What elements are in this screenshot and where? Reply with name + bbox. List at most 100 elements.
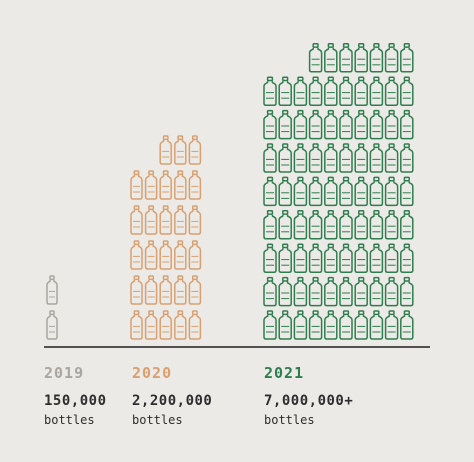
bottle-icon (159, 275, 172, 305)
bottle-icon (174, 310, 187, 340)
unit-label-2019: bottles (44, 413, 95, 427)
bottle-icon (400, 109, 414, 140)
bottle-icon (278, 310, 292, 340)
bottle-icon (354, 210, 368, 240)
bottle-icon (130, 240, 143, 270)
bottle-icon (159, 205, 172, 235)
bottle-icon (339, 76, 353, 106)
bottle-icon (339, 176, 353, 207)
bottle-icon (144, 240, 158, 270)
bottle-icon (324, 310, 338, 340)
bottle-icon (263, 310, 277, 340)
bottle-icon (308, 310, 323, 340)
bottle-icon (324, 43, 338, 73)
year-label-2019: 2019 (44, 364, 84, 382)
bottle-icon (324, 276, 338, 307)
bottle-icon (293, 143, 308, 173)
bottle-icon (400, 143, 414, 173)
bottle-icon (293, 276, 308, 307)
bottle-icon (188, 275, 202, 305)
bottle-icon (130, 310, 143, 340)
bottle-icon (46, 275, 58, 305)
bottle-icon (369, 276, 384, 307)
bottle-icon (369, 210, 384, 240)
year-label-2020: 2020 (132, 364, 172, 382)
bottle-icon (400, 210, 414, 240)
bottle-icon (188, 205, 202, 235)
bottle-icon (339, 310, 353, 340)
bottle-icon (174, 205, 187, 235)
bottle-icon (308, 43, 323, 73)
bottle-icon (293, 176, 308, 207)
bottle-icon (130, 275, 143, 305)
bottle-icon (308, 109, 323, 140)
bottle-icon (400, 243, 414, 273)
bottle-icon (144, 205, 158, 235)
bottle-icon (263, 109, 277, 140)
bottle-icon (188, 240, 202, 270)
bottle-icon (384, 243, 399, 273)
bottle-icon (174, 135, 187, 165)
bottle-icon (308, 143, 323, 173)
bottle-icon (188, 170, 202, 200)
bottle-icon (308, 276, 323, 307)
value-label-2019: 150,000 (44, 393, 107, 409)
unit-label-2020: bottles (132, 413, 183, 427)
bottle-icon (278, 76, 292, 106)
bottle-icon (174, 170, 187, 200)
bottle-icon (354, 276, 368, 307)
bottle-icon (308, 176, 323, 207)
bottle-icon (278, 109, 292, 140)
bottle-icon (324, 76, 338, 106)
bottle-icon (324, 143, 338, 173)
bottle-icon (324, 243, 338, 273)
bottle-icon (308, 243, 323, 273)
bottle-icon (293, 310, 308, 340)
bottle-icon (293, 243, 308, 273)
bottle-icon (263, 143, 277, 173)
bottle-icon (369, 43, 384, 73)
year-label-2021: 2021 (264, 364, 304, 382)
bottle-icon (278, 143, 292, 173)
bottle-icon (324, 176, 338, 207)
bottle-icon (384, 210, 399, 240)
bottle-icon (159, 135, 172, 165)
bottle-icon (308, 76, 323, 106)
bottle-icon (188, 310, 202, 340)
bottle-icon (400, 76, 414, 106)
bottle-icon (324, 210, 338, 240)
bottle-icons-layer (46, 43, 414, 340)
bottle-icon (278, 210, 292, 240)
bottle-icon (369, 176, 384, 207)
bottle-icon (354, 176, 368, 207)
bottle-icon (188, 135, 202, 165)
bottle-icon (354, 310, 368, 340)
bottle-icon (384, 276, 399, 307)
bottle-icon (384, 143, 399, 173)
bottle-icon (144, 310, 158, 340)
bottle-icon (354, 243, 368, 273)
bottle-icon (400, 176, 414, 207)
bottle-icon (144, 170, 158, 200)
bottle-icon (339, 43, 353, 73)
bottle-icon (324, 109, 338, 140)
bottle-icon (159, 310, 172, 340)
bottle-icon (339, 243, 353, 273)
bottle-icon (369, 143, 384, 173)
bottle-icon (308, 210, 323, 240)
bottle-icon (263, 76, 277, 106)
value-label-2021: 7,000,000+ (264, 393, 353, 409)
bottle-icon (339, 143, 353, 173)
bottle-icon (159, 170, 172, 200)
bottle-icon (174, 240, 187, 270)
bottle-icon (263, 176, 277, 207)
unit-label-2021: bottles (264, 413, 315, 427)
bottle-icon (293, 109, 308, 140)
bottle-icon (384, 109, 399, 140)
bottle-icon (354, 43, 368, 73)
bottle-icon (263, 276, 277, 307)
bottle-icon (263, 210, 277, 240)
bottle-icon (130, 170, 143, 200)
